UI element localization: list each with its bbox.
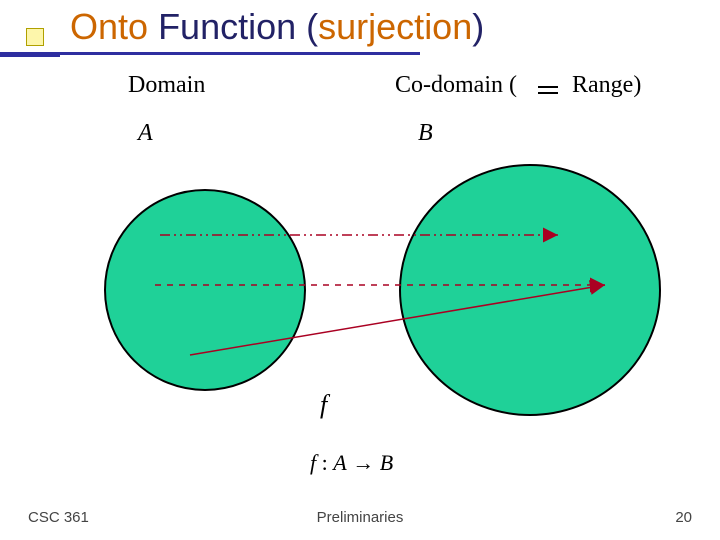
function-mapping-expression: f : A → B [310,450,393,476]
mapping-arrow: → [347,450,380,475]
mapping-B: B [380,450,393,475]
footer-course: CSC 361 [28,509,89,526]
set-b-ellipse [400,165,660,415]
footer-page-number: 20 [675,509,692,526]
mapping-colon: : [316,450,333,475]
footer-section: Preliminaries [317,509,404,526]
set-a-ellipse [105,190,305,390]
function-letter-f: f [320,390,327,420]
mapping-A: A [333,450,346,475]
